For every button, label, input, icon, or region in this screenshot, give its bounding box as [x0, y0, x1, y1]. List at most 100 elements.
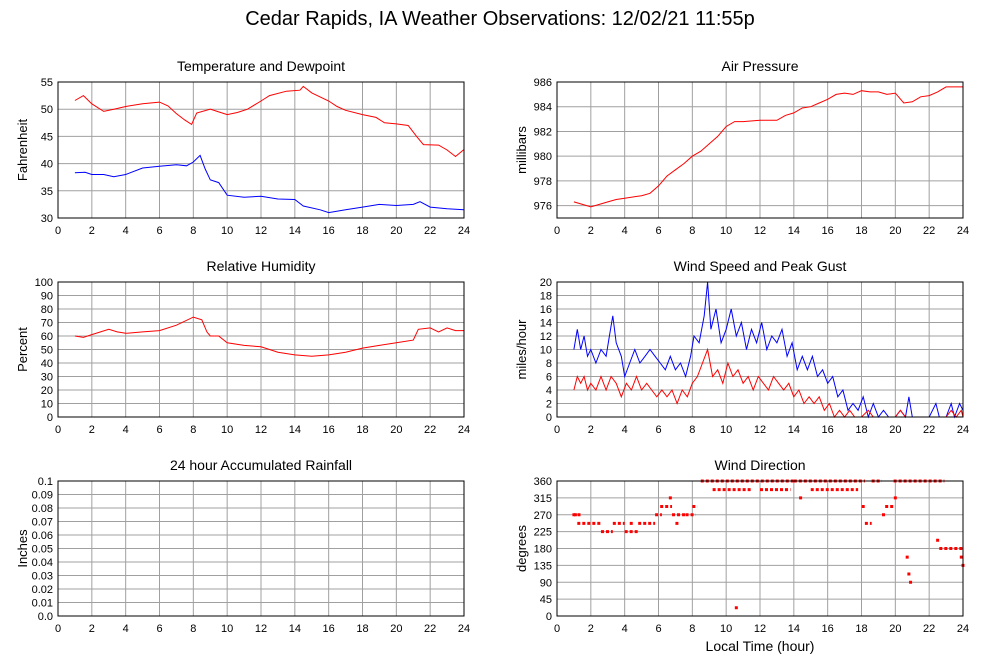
- chart-title: Wind Direction: [714, 457, 805, 473]
- x-tick-label: 4: [622, 225, 628, 237]
- x-tick-label: 12: [754, 623, 766, 635]
- y-tick-label: 80: [41, 304, 53, 316]
- x-tick-label: 4: [123, 424, 129, 436]
- x-tick-label: 0: [55, 225, 61, 237]
- y-tick-label: 0.01: [32, 598, 53, 610]
- x-tick-label: 18: [356, 424, 368, 436]
- x-tick-label: 0: [554, 225, 560, 237]
- x-tick-label: 24: [957, 623, 969, 635]
- x-tick-label: 16: [323, 623, 335, 635]
- x-tick-label: 14: [289, 623, 301, 635]
- x-tick-label: 8: [689, 225, 695, 237]
- x-tick-label: 18: [855, 225, 867, 237]
- x-tick-label: 2: [89, 424, 95, 436]
- y-axis-label: Fahrenheit: [15, 119, 30, 182]
- y-tick-label: 0: [546, 611, 552, 623]
- direction-obs-point: [881, 513, 885, 517]
- series-line-red: [74, 316, 464, 357]
- x-tick-label: 0: [55, 424, 61, 436]
- y-axis-label: millibars: [514, 126, 529, 174]
- y-tick-label: 10: [41, 399, 53, 411]
- y-tick-label: 976: [534, 201, 552, 213]
- x-tick-label: 20: [390, 424, 402, 436]
- x-tick-label: 22: [923, 424, 935, 436]
- y-tick-label: 2: [546, 399, 552, 411]
- y-tick-label: 90: [41, 291, 53, 303]
- page-title: Cedar Rapids, IA Weather Observations: 1…: [245, 8, 755, 30]
- x-tick-label: 22: [424, 623, 436, 635]
- x-tick-label: 6: [156, 225, 162, 237]
- y-tick-label: 986: [534, 77, 552, 89]
- y-tick-label: 40: [41, 358, 53, 370]
- chart-title: 24 hour Accumulated Rainfall: [170, 457, 352, 473]
- x-tick-label: 10: [720, 623, 732, 635]
- y-tick-label: 0.02: [32, 584, 53, 596]
- y-tick-label: 0.05: [32, 544, 53, 556]
- series-line-blue: [74, 154, 465, 214]
- y-axis-label: miles/hour: [514, 319, 529, 380]
- x-tick-label: 8: [190, 225, 196, 237]
- x-tick-label: 2: [89, 225, 95, 237]
- y-tick-label: 0.04: [32, 557, 53, 569]
- x-tick-label: 12: [754, 424, 766, 436]
- chart-title: Air Pressure: [721, 58, 798, 74]
- y-tick-label: 135: [534, 560, 552, 572]
- direction-obs-point: [572, 513, 576, 517]
- x-tick-label: 18: [855, 623, 867, 635]
- x-tick-label: 10: [221, 225, 233, 237]
- y-tick-label: 14: [540, 318, 552, 330]
- chart-title: Temperature and Dewpoint: [177, 58, 345, 74]
- x-tick-label: 8: [689, 623, 695, 635]
- direction-obs-point: [907, 572, 911, 576]
- y-tick-label: 55: [41, 77, 53, 89]
- direction-obs-point: [577, 513, 581, 517]
- direction-obs-point: [668, 496, 672, 500]
- y-axis-label: Inches: [15, 529, 30, 568]
- y-tick-label: 70: [41, 318, 53, 330]
- y-tick-label: 12: [540, 331, 552, 343]
- plot-frame: [57, 81, 465, 219]
- chart-title: Relative Humidity: [207, 258, 316, 274]
- x-tick-label: 6: [655, 424, 661, 436]
- x-tick-label: 2: [89, 623, 95, 635]
- x-tick-label: 10: [720, 424, 732, 436]
- x-tick-label: 12: [255, 424, 267, 436]
- x-axis-label: Local Time (hour): [706, 638, 815, 654]
- y-tick-label: 18: [540, 291, 552, 303]
- x-tick-label: 16: [822, 225, 834, 237]
- x-tick-label: 8: [190, 623, 196, 635]
- x-tick-label: 24: [957, 225, 969, 237]
- x-tick-label: 14: [788, 623, 800, 635]
- x-tick-label: 8: [190, 424, 196, 436]
- x-tick-label: 24: [458, 424, 470, 436]
- y-tick-label: 8: [546, 358, 552, 370]
- x-tick-label: 4: [123, 623, 129, 635]
- x-tick-label: 24: [957, 424, 969, 436]
- y-tick-label: 45: [41, 131, 53, 143]
- series-line-red: [573, 347, 964, 419]
- x-tick-label: 20: [889, 225, 901, 237]
- y-tick-label: 0.07: [32, 517, 53, 529]
- x-tick-label: 6: [655, 623, 661, 635]
- x-tick-label: 12: [255, 623, 267, 635]
- y-tick-label: 180: [534, 544, 552, 556]
- y-tick-label: 980: [534, 151, 552, 163]
- plot-frame: [556, 281, 964, 418]
- x-tick-label: 20: [889, 424, 901, 436]
- y-tick-label: 6: [546, 372, 552, 384]
- direction-obs-point: [799, 496, 803, 500]
- x-tick-label: 4: [622, 424, 628, 436]
- series-line-red: [74, 85, 465, 158]
- y-tick-label: 60: [41, 331, 53, 343]
- y-tick-label: 4: [546, 385, 552, 397]
- direction-obs-point: [959, 555, 963, 559]
- y-tick-label: 30: [41, 213, 53, 225]
- y-tick-label: 100: [35, 277, 53, 289]
- y-tick-label: 30: [41, 372, 53, 384]
- y-tick-label: 20: [41, 385, 53, 397]
- direction-obs-point: [936, 538, 940, 542]
- y-axis-label: Percent: [15, 327, 30, 372]
